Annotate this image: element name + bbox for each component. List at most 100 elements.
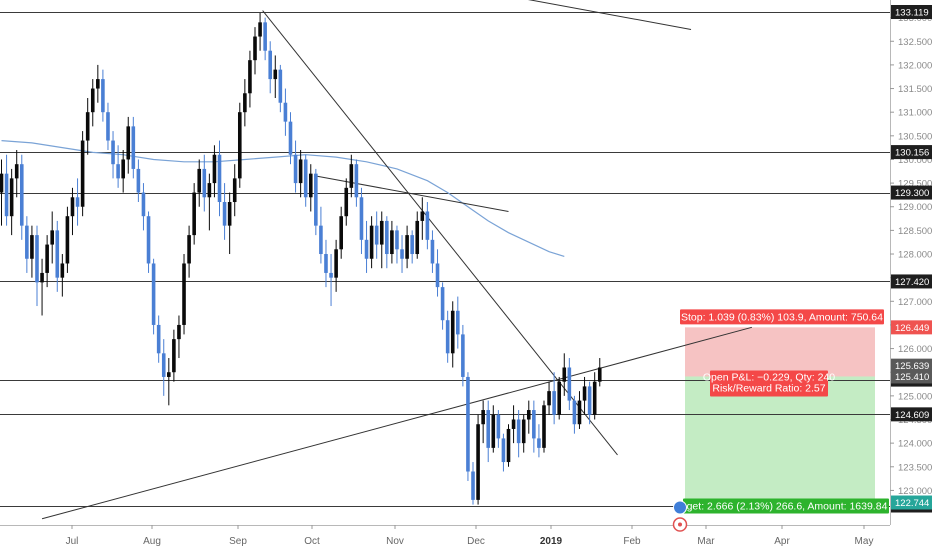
candle[interactable] xyxy=(359,187,364,255)
candle[interactable] xyxy=(506,424,511,467)
candle[interactable] xyxy=(278,64,283,113)
candle[interactable] xyxy=(131,116,136,179)
candle[interactable] xyxy=(526,400,531,434)
candle[interactable] xyxy=(577,391,582,429)
candle[interactable] xyxy=(9,168,14,236)
candle[interactable] xyxy=(253,27,257,75)
price-marker[interactable] xyxy=(891,358,932,373)
candle[interactable] xyxy=(217,140,222,217)
candle[interactable] xyxy=(273,55,278,99)
candle[interactable] xyxy=(232,164,237,217)
candle[interactable] xyxy=(308,164,313,212)
candle[interactable] xyxy=(537,424,541,458)
candle[interactable] xyxy=(258,12,262,51)
candle[interactable] xyxy=(379,211,384,269)
candle[interactable] xyxy=(70,187,75,236)
candle[interactable] xyxy=(354,159,359,207)
candle[interactable] xyxy=(167,358,171,406)
candle[interactable] xyxy=(521,414,526,453)
candle[interactable] xyxy=(106,102,110,151)
candle[interactable] xyxy=(293,140,298,193)
trendline[interactable] xyxy=(41,326,752,520)
candle[interactable] xyxy=(385,216,389,269)
candle[interactable] xyxy=(136,159,141,203)
candle[interactable] xyxy=(405,225,409,269)
candle[interactable] xyxy=(532,400,536,453)
candle[interactable] xyxy=(369,216,374,269)
candle[interactable] xyxy=(177,315,181,359)
candle[interactable] xyxy=(161,339,166,396)
price-marker[interactable] xyxy=(891,5,932,19)
candle[interactable] xyxy=(440,282,445,330)
candle[interactable] xyxy=(572,395,577,434)
candle[interactable] xyxy=(425,202,430,250)
candle[interactable] xyxy=(334,239,338,292)
trendline[interactable] xyxy=(262,10,618,456)
candle[interactable] xyxy=(511,405,516,444)
candle[interactable] xyxy=(552,372,556,425)
candle[interactable] xyxy=(55,220,60,292)
candle[interactable] xyxy=(35,225,39,307)
candle[interactable] xyxy=(364,220,369,273)
candle[interactable] xyxy=(197,159,202,207)
candle[interactable] xyxy=(562,353,567,396)
candle[interactable] xyxy=(466,372,470,481)
candle[interactable] xyxy=(268,41,273,94)
candle[interactable] xyxy=(395,225,399,264)
candle[interactable] xyxy=(547,381,551,415)
candle[interactable] xyxy=(141,183,146,231)
candle[interactable] xyxy=(582,376,587,415)
candle[interactable] xyxy=(75,178,80,226)
candle[interactable] xyxy=(501,433,506,472)
candle[interactable] xyxy=(187,225,191,278)
candle[interactable] xyxy=(50,211,54,264)
candle[interactable] xyxy=(85,98,90,155)
candle[interactable] xyxy=(60,254,65,297)
candle[interactable] xyxy=(146,211,151,273)
event-flag-icon[interactable] xyxy=(673,500,687,515)
price-marker[interactable] xyxy=(891,495,932,510)
candle[interactable] xyxy=(151,258,156,335)
candle[interactable] xyxy=(450,301,455,368)
trendline[interactable] xyxy=(524,0,692,30)
candle[interactable] xyxy=(111,131,115,179)
trendline[interactable] xyxy=(315,175,509,212)
candle[interactable] xyxy=(557,376,561,420)
candle[interactable] xyxy=(410,230,414,264)
price-marker[interactable] xyxy=(891,320,932,335)
candle[interactable] xyxy=(222,183,227,240)
candle[interactable] xyxy=(192,183,196,245)
candle[interactable] xyxy=(420,197,425,240)
candle[interactable] xyxy=(329,254,333,307)
candle[interactable] xyxy=(597,358,602,387)
candle[interactable] xyxy=(0,159,4,226)
candle[interactable] xyxy=(14,150,19,198)
candle[interactable] xyxy=(156,315,161,363)
candle[interactable] xyxy=(516,410,521,458)
candle[interactable] xyxy=(471,462,475,505)
candle[interactable] xyxy=(207,173,212,231)
candle[interactable] xyxy=(491,405,496,453)
candle[interactable] xyxy=(90,79,95,127)
candle[interactable] xyxy=(445,310,450,363)
candle[interactable] xyxy=(96,64,100,103)
moving-average-line[interactable] xyxy=(1,140,565,257)
candle[interactable] xyxy=(227,192,232,255)
candle[interactable] xyxy=(374,211,379,259)
candle[interactable] xyxy=(400,235,404,273)
candle[interactable] xyxy=(25,216,29,273)
candle[interactable] xyxy=(182,254,186,335)
candle[interactable] xyxy=(288,112,293,165)
candle[interactable] xyxy=(243,79,247,127)
candle[interactable] xyxy=(212,145,217,198)
candle[interactable] xyxy=(172,329,176,382)
candle[interactable] xyxy=(349,154,354,198)
candle[interactable] xyxy=(30,225,34,278)
candle[interactable] xyxy=(390,220,394,264)
candle[interactable] xyxy=(476,414,480,505)
candle[interactable] xyxy=(116,145,120,188)
candle[interactable] xyxy=(324,239,328,288)
candle[interactable] xyxy=(283,88,288,136)
candle[interactable] xyxy=(40,258,44,316)
